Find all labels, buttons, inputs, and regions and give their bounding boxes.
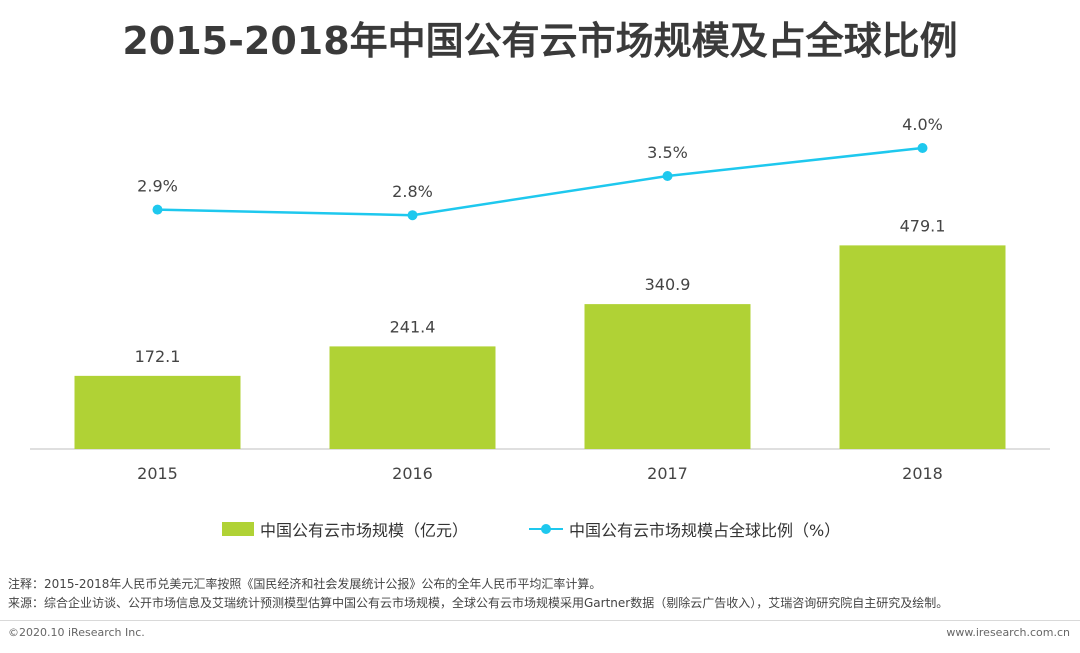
line-point-2015 <box>152 204 163 215</box>
copyright-text: ©2020.10 iResearch Inc. <box>8 626 145 639</box>
line-point-2018 <box>917 143 928 153</box>
source-text: 来源：综合企业访谈、公开市场信息及艾瑞统计预测模型估算中国公有云市场规模，全球公… <box>8 596 949 610</box>
notes-block: 注释：2015-2018年人民币兑美元汇率按照《国民经济和社会发展统计公报》公布… <box>8 575 948 613</box>
website-link[interactable]: www.iresearch.com.cn <box>946 626 1070 639</box>
bar-2016 <box>329 346 496 449</box>
bar-value-label: 479.1 <box>900 216 946 235</box>
line-value-label: 4.0% <box>902 115 943 134</box>
line-series-percent <box>157 146 923 217</box>
bar-value-label: 241.4 <box>390 317 436 336</box>
legend-line-swatch <box>529 522 563 536</box>
line-point-2016 <box>407 210 418 221</box>
chart-canvas: 172.1 2015 241.4 2016 340.9 2017 479.1 2018 2.9%… <box>30 115 1050 483</box>
legend-line-label: 中国公有云市场规模占全球比例（%） <box>569 521 841 540</box>
x-tick-label: 2017 <box>647 464 688 483</box>
bar-value-label: 340.9 <box>645 275 691 294</box>
bar-2015 <box>74 375 241 449</box>
legend-bar-label: 中国公有云市场规模（亿元） <box>260 521 469 540</box>
legend-item-bar: 中国公有云市场规模（亿元） <box>222 516 468 542</box>
bar-2017 <box>584 304 751 449</box>
x-tick-label: 2015 <box>137 464 178 483</box>
line-value-label: 2.8% <box>392 182 433 201</box>
line-value-label: 3.5% <box>647 143 688 162</box>
legend-bar-swatch <box>222 522 254 536</box>
legend-item-line: 中国公有云市场规模占全球比例（%） <box>529 516 840 542</box>
bar-value-label: 172.1 <box>135 347 181 366</box>
line-value-label: 2.9% <box>137 177 178 196</box>
x-tick-label: 2016 <box>392 464 433 483</box>
line-point-2017 <box>662 171 673 181</box>
bar-2018 <box>839 245 1006 449</box>
chart-legend: 中国公有云市场规模（亿元） 中国公有云市场规模占全球比例（%） <box>0 516 1080 542</box>
x-tick-label: 2018 <box>902 464 943 483</box>
chart-title: 2015-2018年中国公有云市场规模及占全球比例 <box>122 19 958 63</box>
footer-divider <box>0 620 1080 621</box>
note-text: 注释：2015-2018年人民币兑美元汇率按照《国民经济和社会发展统计公报》公布… <box>8 577 602 591</box>
